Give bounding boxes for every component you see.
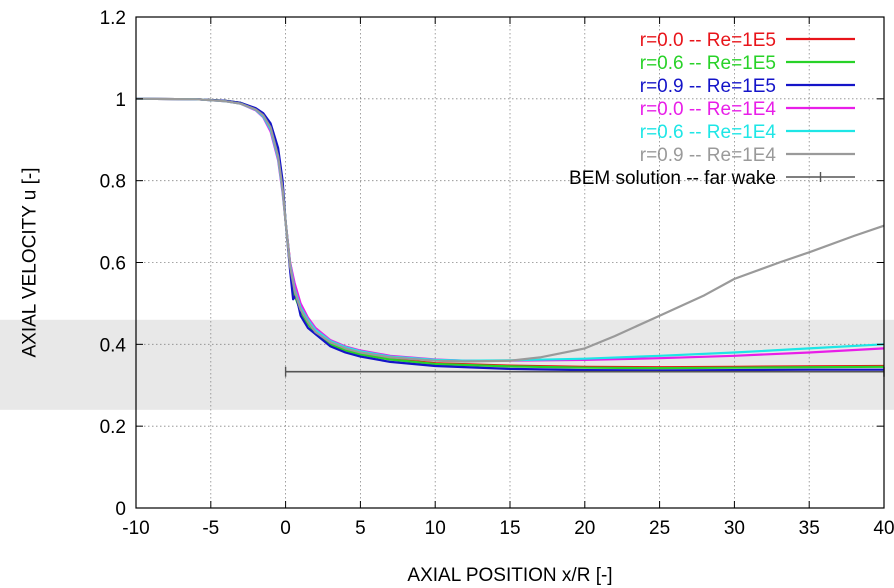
x-tick-label: 20 bbox=[574, 518, 595, 539]
series-line-5 bbox=[135, 97, 885, 363]
grid-layer bbox=[136, 17, 884, 508]
x-tick-label: -5 bbox=[202, 518, 219, 539]
tick-layer: -10 -5 0 5 10 15 20 25 30 35 40 0 0.2 0.4 0.6 0.8 1 1.2 bbox=[100, 8, 894, 539]
legend-label-5: r=0.9 -- Re=1E4 bbox=[640, 145, 777, 166]
x-tick-label: 25 bbox=[649, 518, 670, 539]
x-tick-label: 35 bbox=[799, 518, 820, 539]
legend-label-1: r=0.6 -- Re=1E5 bbox=[640, 53, 776, 74]
x-axis-title: AXIAL POSITION x/R [-] bbox=[407, 565, 612, 586]
y-tick-label: 1.2 bbox=[100, 8, 126, 29]
series-layer bbox=[135, 97, 885, 377]
x-tick-label: 10 bbox=[425, 518, 446, 539]
x-tick-label: 40 bbox=[873, 518, 894, 539]
x-tick-label: 0 bbox=[280, 518, 291, 539]
y-axis-title: AXIAL VELOCITY u [-] bbox=[20, 167, 41, 357]
x-tick-label: -10 bbox=[122, 518, 149, 539]
x-tick-label: 5 bbox=[355, 518, 366, 539]
legend-label-2: r=0.9 -- Re=1E5 bbox=[640, 76, 776, 97]
legend-label-4: r=0.6 -- Re=1E4 bbox=[640, 122, 777, 143]
x-tick-label: 30 bbox=[724, 518, 745, 539]
legend-label-6: BEM solution -- far wake bbox=[569, 168, 776, 189]
y-tick-label: 0.6 bbox=[100, 254, 126, 275]
y-tick-label: 0 bbox=[115, 499, 126, 520]
x-tick-label: 15 bbox=[499, 518, 520, 539]
y-tick-label: 1 bbox=[115, 90, 126, 111]
legend-label-0: r=0.0 -- Re=1E5 bbox=[640, 30, 776, 51]
y-tick-label: 0.2 bbox=[100, 417, 126, 438]
legend-label-3: r=0.0 -- Re=1E4 bbox=[640, 99, 777, 120]
series-line-2 bbox=[135, 97, 884, 372]
y-tick-label: 0.8 bbox=[100, 172, 126, 193]
y-tick-label: 0.4 bbox=[100, 335, 127, 356]
